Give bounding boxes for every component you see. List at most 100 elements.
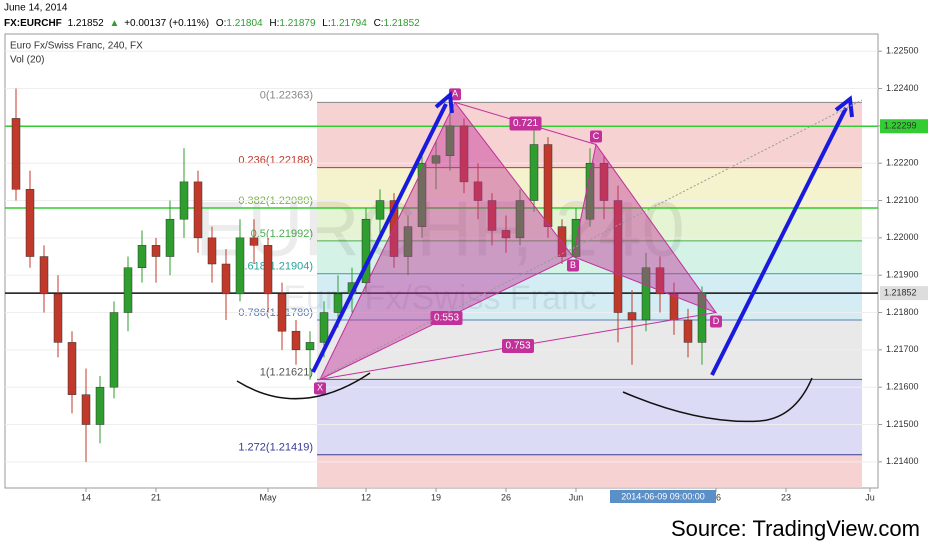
c-label: C: [374,18,384,29]
point-label: A [452,89,458,99]
candle-body [207,237,217,265]
candle-body [25,189,35,257]
candle-body [641,267,651,321]
price-box-label: 1.22299 [884,121,917,131]
fib-label: 1.272(1.21419) [238,442,313,454]
candle-body [501,230,511,239]
candle-body [11,118,21,190]
candle-body [543,144,553,227]
h-label: H: [269,18,279,29]
candle-body [95,386,105,425]
y-tick-label: 1.21800 [886,307,919,317]
candle-body [221,263,231,295]
subtitle: Vol (20) [10,55,44,66]
o-value: 1.21804 [226,18,263,29]
fib-label: 0.618(1.21904) [238,261,313,273]
candle-body [571,218,581,257]
fib-label: 0.5(1.21992) [251,228,313,240]
x-tick-label: Ju [865,492,875,502]
y-tick-label: 1.21700 [886,344,919,354]
candle-body [249,237,259,246]
candle-body [627,312,637,321]
arrow-head [434,91,454,114]
x-tick-label: 26 [501,492,511,502]
ratio-box [509,116,542,131]
y-tick-label: 1.22100 [886,195,919,205]
l-label: L: [322,18,330,29]
x-tick-label: 14 [81,492,91,502]
arrow-head [834,95,854,118]
last: 1.21852 [68,18,105,29]
candle-body [67,342,77,395]
candle-body [179,181,189,220]
y-tick-label: 1.21600 [886,382,919,392]
candle-body [473,181,483,201]
candle-body [333,293,343,313]
fib-band [317,454,862,488]
candle-body [445,125,455,156]
ratio-label: 0.721 [513,118,538,129]
candles-layer: 1.21400 1.21500 1.21600 1.21700 1.21800 1.219… [5,46,928,503]
pattern-triangle [572,143,718,314]
y-tick-label: 1.21500 [886,419,919,429]
candle-body [529,144,539,201]
y-tick-label: 1.21400 [886,456,919,466]
curve [622,377,813,423]
y-tick-label: 1.21900 [886,270,919,280]
price-box-label: 1.21852 [884,287,917,297]
candle-body [277,293,287,332]
fib-label: 0.236(1.22188) [238,155,313,167]
y-tick-label: 1.22200 [886,158,919,168]
candle-body [263,245,273,295]
source: Source: TradingView.com [671,516,920,541]
candle-body [403,226,413,257]
date-header: June 14, 2014 [4,3,68,14]
x-tick-label: May [259,492,277,502]
candle-body [683,319,693,343]
o-label: O: [216,18,227,29]
candle-body [123,267,133,313]
crosshair-date-box [610,490,716,503]
candle-body [669,293,679,321]
price-box [880,286,928,301]
candle-body [193,181,203,239]
candle-body [165,218,175,257]
candle-body [599,162,609,201]
l-value: 1.21794 [331,18,368,29]
y-tick-label: 1.22500 [886,46,919,56]
y-tick-label: 1.22400 [886,83,919,93]
blue-arrow [710,107,848,376]
candle-body [151,245,161,257]
candle-body [137,245,147,268]
ratio-label: 0.753 [505,341,530,352]
point-box [314,382,326,395]
candle-body [319,312,329,343]
blue-arrow [311,103,448,373]
trend-line [319,99,863,379]
candle-body [81,394,91,425]
y-tick-label: 1.22000 [886,232,919,242]
fib-label: 0(1.22363) [260,89,313,101]
candle-body [291,330,301,351]
curve [236,372,371,400]
point-label: X [317,383,323,393]
candle-body [53,293,63,343]
point-box [590,130,602,143]
point-box [710,315,722,328]
ratio-box [430,310,463,325]
candle-body [39,256,49,295]
candle-body [361,218,371,283]
x-tick-label: 21 [151,492,161,502]
candle-body [613,200,623,313]
point-label: B [570,260,576,270]
candle-body [109,312,119,388]
candle-body [515,200,525,239]
ratio-label: 0.553 [434,313,459,324]
candle-body [417,162,427,227]
ratio-box [502,338,534,353]
candle-body [375,200,385,220]
candle-body [235,237,245,295]
x-tick-label: 23 [781,492,791,502]
price-box [880,119,928,134]
